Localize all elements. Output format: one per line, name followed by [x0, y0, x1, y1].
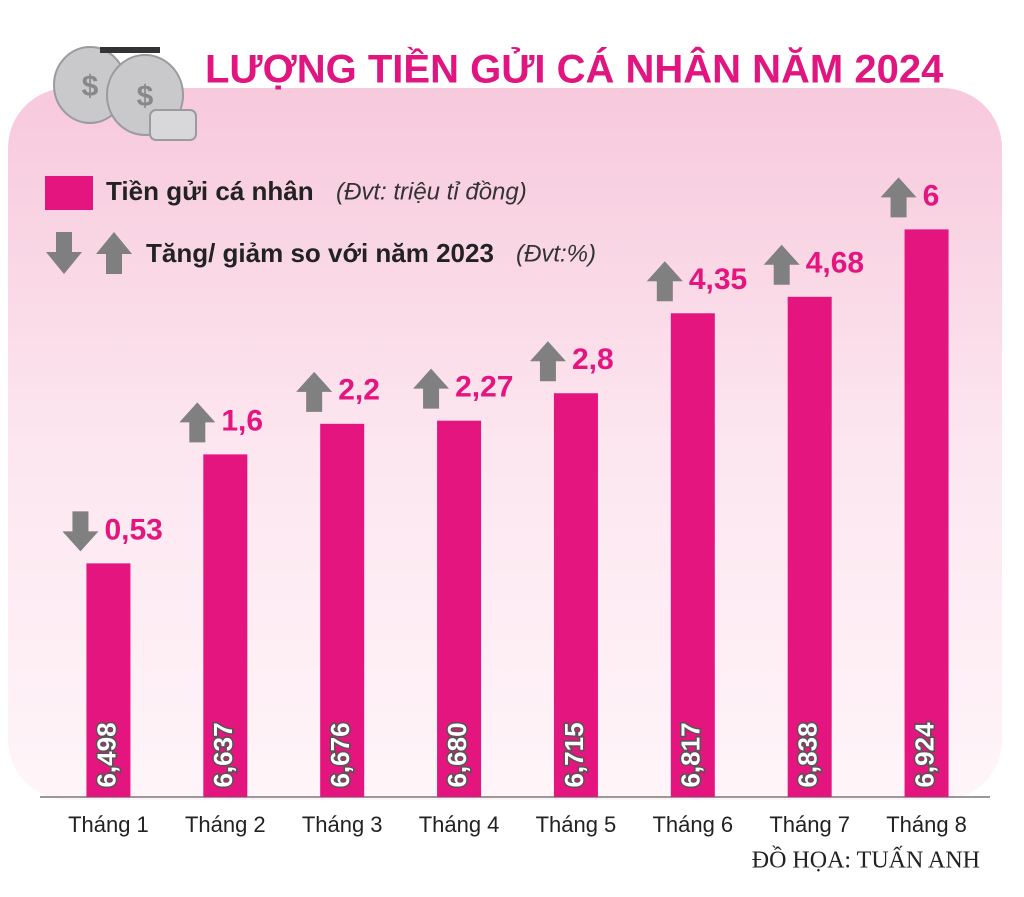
trend-arrow	[296, 371, 333, 412]
legend-arrows	[46, 232, 132, 274]
x-tick-label: Tháng 4	[419, 812, 500, 837]
bar	[86, 563, 131, 797]
bar	[787, 296, 832, 797]
bar-value-label: 6,676	[325, 722, 355, 787]
legend-swatch	[45, 176, 93, 210]
trend-arrow	[529, 341, 566, 382]
legend-label: Tăng/ giảm so với năm 2023	[146, 238, 494, 268]
trend-arrow	[646, 261, 683, 302]
bar-value-label: 6,838	[793, 722, 823, 787]
bar	[670, 313, 715, 797]
bar-value-label: 6,680	[442, 722, 472, 787]
legend-unit: (Đvt:%)	[516, 240, 596, 267]
bar-value-label: 6,498	[91, 722, 121, 787]
bar	[904, 229, 949, 797]
change-label: 4,35	[689, 263, 747, 296]
trend-arrow	[763, 244, 800, 285]
x-tick-label: Tháng 2	[185, 812, 266, 837]
svg-text:$: $	[137, 80, 154, 113]
trend-arrow	[62, 511, 99, 552]
change-label: 0,53	[104, 513, 162, 546]
bar	[437, 420, 482, 797]
change-label: 4,68	[806, 247, 864, 280]
bar	[203, 454, 248, 797]
trend-arrow	[179, 402, 216, 443]
svg-text:$: $	[82, 70, 99, 103]
legend-unit: (Đvt: triệu tỉ đồng)	[336, 178, 527, 205]
panel-background	[8, 88, 1002, 800]
legend-label: Tiền gửi cá nhân	[106, 176, 314, 206]
x-tick-label: Tháng 7	[769, 812, 850, 837]
bar	[553, 393, 598, 797]
x-tick-label: Tháng 1	[68, 812, 149, 837]
x-tick-label: Tháng 3	[302, 812, 383, 837]
change-label: 2,8	[572, 343, 614, 376]
bar-value-label: 6,924	[909, 722, 939, 788]
credit: ĐỒ HỌA: TUẤN ANH	[752, 847, 980, 874]
chart-title: LƯỢNG TIỀN GỬI CÁ NHÂN NĂM 2024	[205, 46, 944, 92]
x-tick-label: Tháng 5	[536, 812, 617, 837]
change-label: 2,2	[338, 374, 380, 407]
change-label: 6	[923, 179, 940, 212]
bar-value-label: 6,715	[559, 722, 589, 787]
x-tick-label: Tháng 8	[886, 812, 967, 837]
change-label: 1,6	[221, 404, 263, 437]
bar-value-label: 6,637	[208, 722, 238, 787]
x-tick-label: Tháng 6	[652, 812, 733, 837]
trend-arrow	[880, 177, 917, 218]
money-bag-icon: $ $	[53, 46, 197, 141]
change-label: 2,27	[455, 371, 513, 404]
bar	[320, 423, 365, 797]
trend-arrow	[413, 368, 450, 409]
bar-value-label: 6,817	[676, 722, 706, 787]
